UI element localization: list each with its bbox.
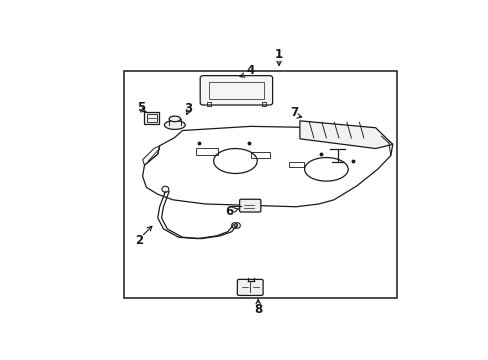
Bar (144, 112, 159, 123)
Text: 6: 6 (225, 205, 233, 218)
Text: 7: 7 (289, 106, 298, 119)
FancyBboxPatch shape (200, 76, 272, 105)
Text: 4: 4 (246, 64, 254, 77)
Bar (195, 148, 218, 156)
Bar (250, 152, 269, 158)
Text: 3: 3 (183, 102, 192, 115)
Text: 1: 1 (274, 48, 283, 61)
Polygon shape (299, 121, 392, 149)
FancyBboxPatch shape (237, 279, 263, 296)
Text: 8: 8 (254, 303, 262, 316)
Ellipse shape (169, 116, 180, 122)
FancyBboxPatch shape (239, 199, 260, 212)
Bar (288, 162, 303, 167)
Ellipse shape (164, 121, 185, 129)
Text: 5: 5 (136, 101, 144, 114)
Bar (208, 82, 264, 99)
Bar (146, 114, 156, 122)
Text: 2: 2 (135, 234, 142, 247)
Bar (123, 71, 396, 298)
